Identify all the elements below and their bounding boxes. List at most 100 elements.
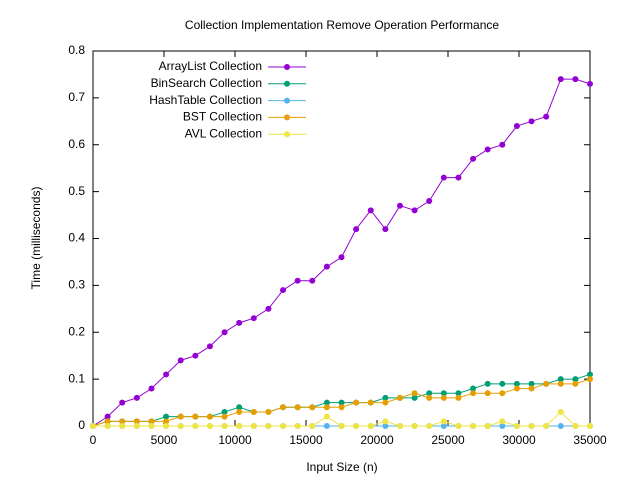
data-point — [484, 390, 491, 397]
data-point — [163, 423, 170, 429]
data-point — [382, 226, 389, 233]
data-point — [557, 380, 564, 387]
data-point — [236, 319, 243, 326]
data-point — [396, 202, 403, 209]
data-point — [119, 418, 126, 425]
data-point — [367, 207, 374, 214]
legend-label: AVL Collection — [185, 126, 262, 140]
data-point — [528, 385, 535, 392]
data-point — [440, 390, 447, 397]
y-tick-label: 0.3 — [68, 278, 85, 292]
data-point — [206, 423, 213, 429]
data-point — [587, 376, 593, 383]
data-point — [513, 385, 520, 392]
y-tick-label: 0.5 — [68, 184, 85, 198]
data-point — [470, 155, 477, 162]
data-point — [280, 404, 287, 411]
data-point — [499, 390, 506, 397]
data-point — [206, 413, 213, 420]
data-point — [543, 423, 550, 429]
data-point — [250, 408, 257, 415]
data-point — [309, 423, 316, 429]
data-point — [396, 394, 403, 401]
data-point — [221, 413, 228, 420]
data-point — [382, 423, 389, 429]
legend-marker — [284, 131, 290, 138]
data-point — [367, 399, 374, 406]
data-point — [163, 413, 170, 420]
x-tick-label: 20000 — [360, 433, 394, 447]
data-point — [557, 76, 564, 83]
data-point — [426, 423, 433, 429]
data-point — [221, 408, 228, 415]
data-point — [440, 174, 447, 181]
data-point — [163, 418, 170, 425]
data-point — [148, 385, 155, 392]
data-point — [587, 423, 593, 429]
legend-label: ArrayList Collection — [159, 59, 262, 73]
data-point — [338, 404, 345, 411]
data-point — [265, 305, 272, 312]
data-point — [280, 423, 287, 429]
data-point — [455, 390, 462, 397]
data-point — [323, 263, 330, 270]
data-point — [470, 423, 477, 429]
data-point — [513, 423, 520, 429]
data-point — [294, 277, 301, 284]
data-point — [90, 423, 96, 429]
data-point — [250, 423, 257, 429]
data-point — [338, 399, 345, 406]
legend-label: HashTable Collection — [149, 93, 262, 107]
data-point — [382, 399, 389, 406]
data-point — [280, 287, 287, 294]
data-point — [323, 399, 330, 406]
data-point — [104, 423, 111, 429]
data-point — [440, 418, 447, 425]
data-point — [557, 376, 564, 383]
data-point — [192, 423, 199, 429]
chart-title: Collection Implementation Remove Operati… — [185, 18, 499, 32]
data-point — [499, 423, 506, 429]
x-tick-label: 35000 — [573, 433, 607, 447]
data-point — [133, 418, 140, 425]
data-point — [557, 423, 564, 429]
data-point — [309, 404, 316, 411]
data-point — [513, 380, 520, 387]
legend-marker — [284, 64, 290, 70]
data-point — [221, 423, 228, 429]
data-point — [148, 418, 155, 425]
data-point — [163, 371, 170, 378]
data-point — [323, 404, 330, 411]
data-point — [528, 380, 535, 387]
data-point — [309, 277, 316, 284]
data-point — [367, 423, 374, 429]
data-point — [411, 207, 418, 214]
x-tick-label: 30000 — [502, 433, 536, 447]
data-point — [236, 423, 243, 429]
y-tick-label: 0.4 — [68, 231, 85, 245]
data-point — [440, 423, 447, 429]
y-tick-label: 0.6 — [68, 137, 85, 151]
data-point — [528, 118, 535, 125]
data-point — [338, 423, 345, 429]
data-point — [104, 418, 111, 425]
x-tick-label: 25000 — [431, 433, 465, 447]
data-point — [353, 226, 360, 233]
data-point — [338, 254, 345, 261]
data-point — [484, 380, 491, 387]
x-tick-label: 15000 — [289, 433, 323, 447]
data-point — [119, 399, 126, 406]
data-point — [572, 76, 579, 83]
data-point — [426, 390, 433, 397]
y-tick-label: 0.2 — [68, 324, 85, 338]
data-point — [221, 329, 228, 336]
data-point — [104, 413, 111, 420]
legend-marker — [284, 114, 290, 121]
data-point — [572, 380, 579, 387]
data-point — [133, 394, 140, 401]
data-point — [265, 423, 272, 429]
x-tick-label: 5000 — [151, 433, 178, 447]
data-point — [411, 394, 418, 401]
data-point — [236, 404, 243, 411]
